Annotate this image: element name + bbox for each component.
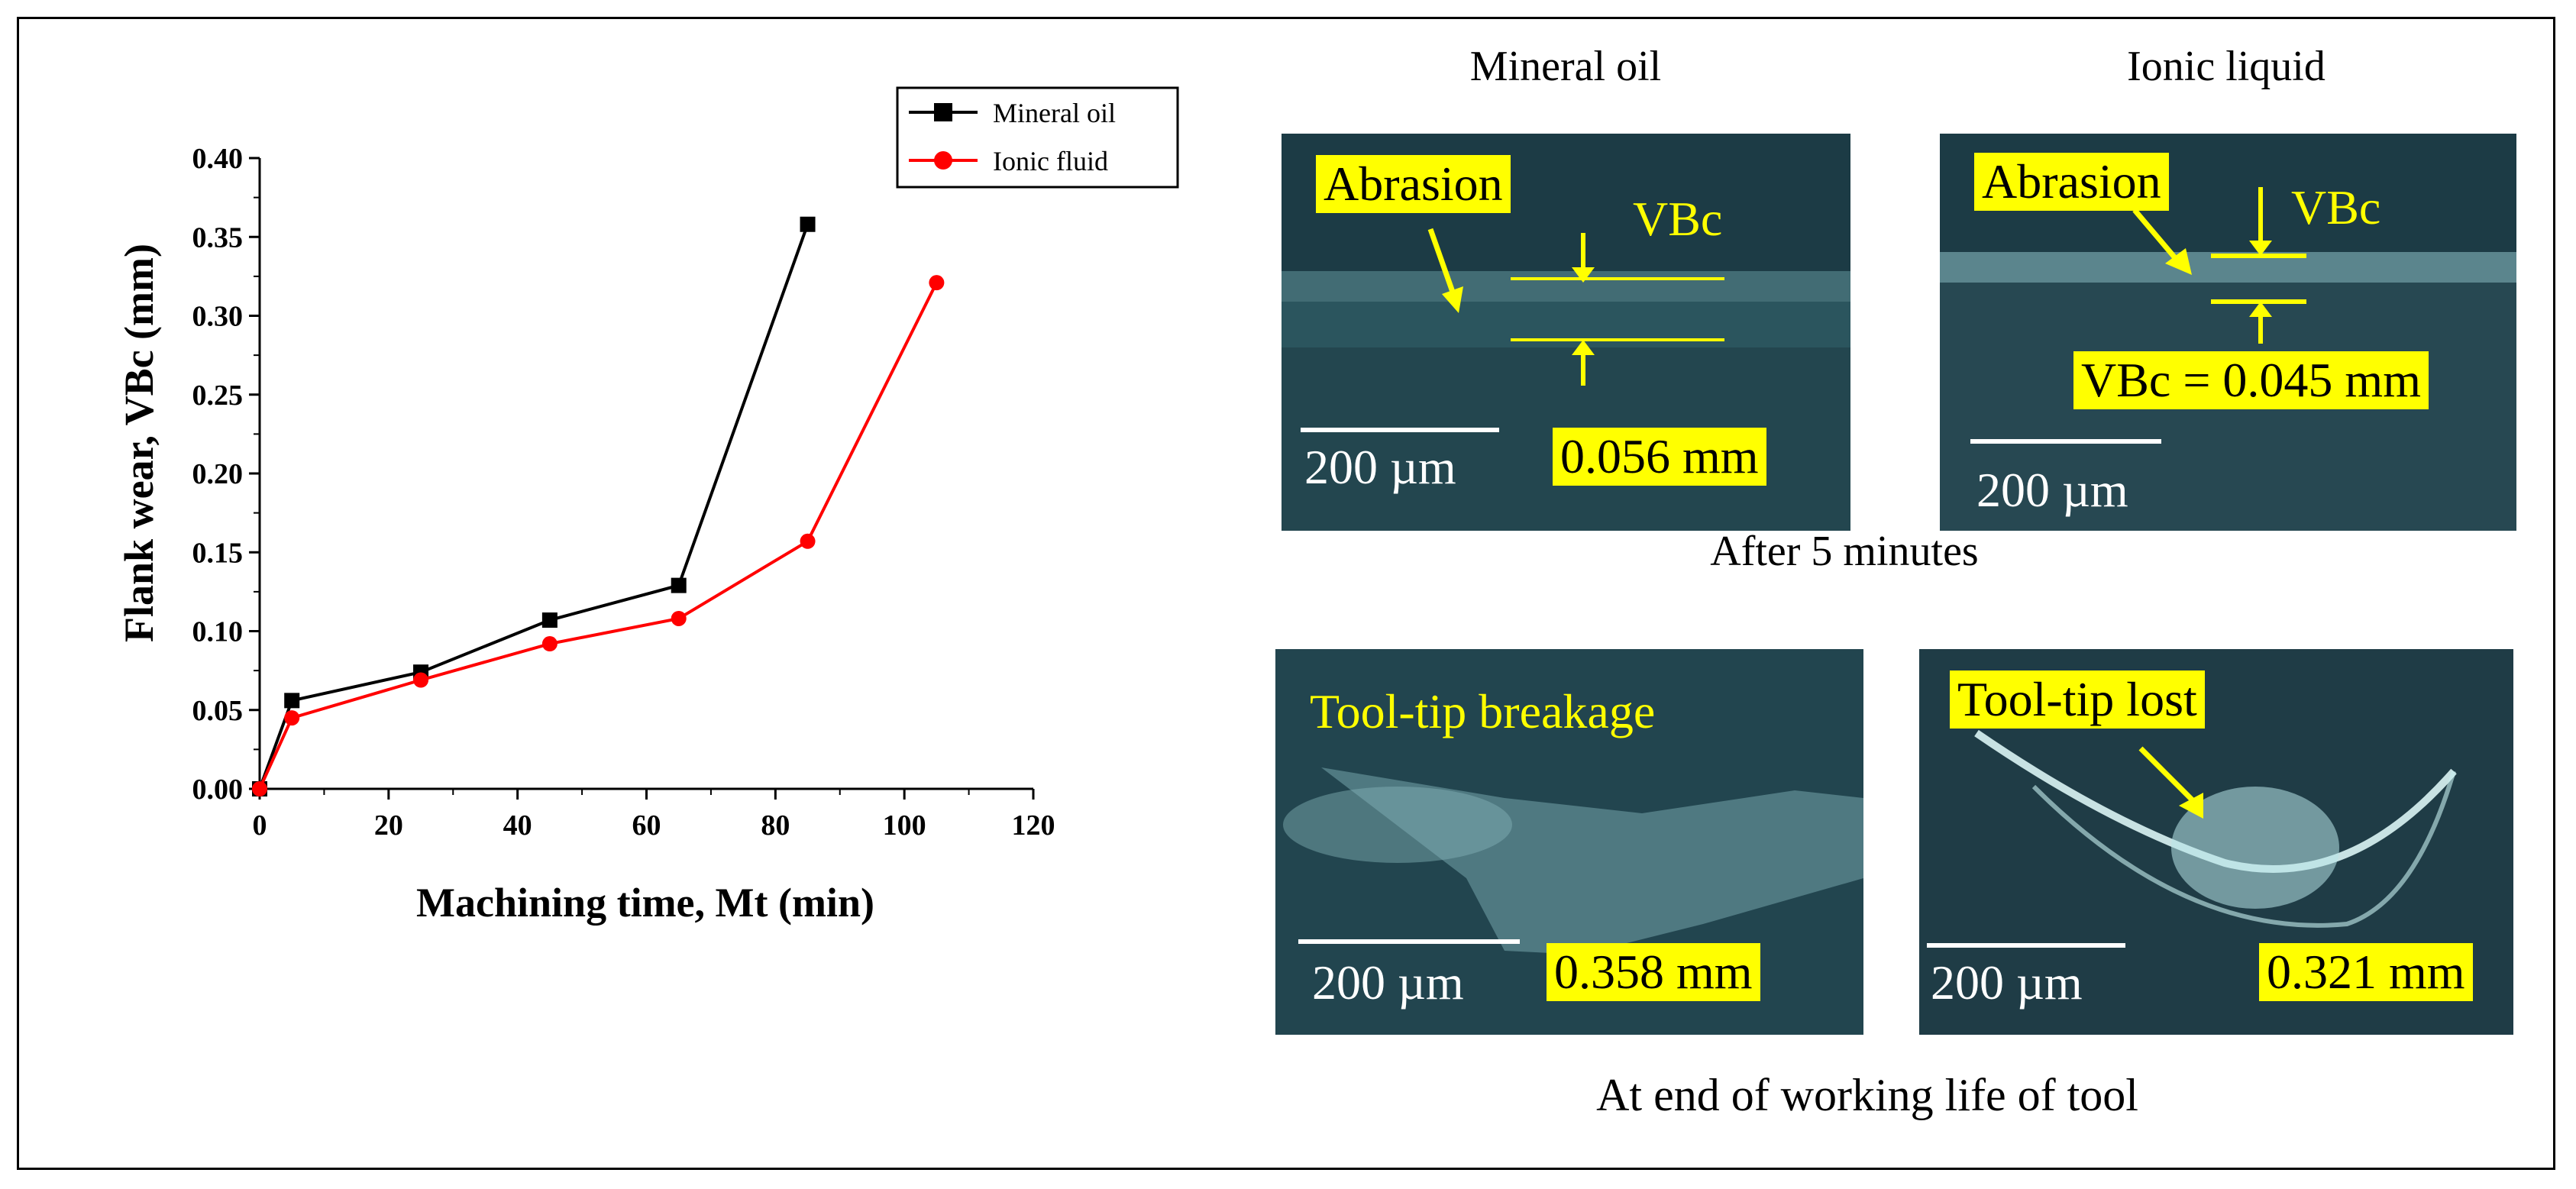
x-tick-label: 60 — [632, 809, 661, 842]
figure-frame — [17, 17, 2555, 1170]
legend-label-ionic-fluid: Ionic fluid — [993, 146, 1108, 176]
data-point-mineral-oil — [541, 612, 558, 628]
data-point-ionic-fluid — [284, 710, 300, 726]
x-axis-title: Machining time, Mt (min) — [416, 880, 874, 926]
scale-label-top-right: 200 µm — [1976, 463, 2128, 517]
abrasion-label-top-right: Abrasion — [1974, 153, 2169, 211]
tip-lost-label: Tool-tip lost — [1950, 670, 2205, 729]
chart-ticks: 0 20 40 60 80 100 120 0.00 0.05 0.10 0.15 0.20 0.25 0… — [192, 143, 1055, 842]
legend-marker-mineral-oil — [934, 103, 952, 121]
x-tick-label: 80 — [761, 809, 790, 842]
col-title-ionic-liquid: Ionic liquid — [2127, 43, 2326, 90]
data-point-ionic-fluid — [929, 275, 945, 291]
y-tick-label: 0.25 — [192, 380, 244, 412]
data-point-mineral-oil — [800, 216, 816, 232]
measurement-top-right: VBc = 0.045 mm — [2073, 351, 2429, 409]
y-tick-label: 0.15 — [192, 537, 244, 569]
micrograph-bottom-left: Tool-tip breakage 200 µm 0.358 mm — [1275, 649, 1863, 1035]
data-point-mineral-oil — [671, 577, 687, 593]
x-tick-label: 100 — [883, 809, 926, 842]
data-point-mineral-oil — [284, 693, 300, 709]
data-point-ionic-fluid — [413, 672, 429, 688]
scale-label-top-left: 200 µm — [1304, 440, 1456, 494]
legend-marker-ionic-fluid — [934, 151, 952, 170]
y-tick-label: 0.00 — [192, 774, 244, 806]
scale-bar-top-right — [1970, 439, 2161, 444]
scale-label-bottom-right: 200 µm — [1931, 955, 2083, 1010]
micrograph-texture — [1940, 134, 2516, 531]
y-tick-label: 0.10 — [192, 616, 244, 648]
x-tick-label: 20 — [374, 809, 403, 842]
legend: Mineral oil Ionic fluid — [896, 86, 1179, 189]
x-tick-label: 0 — [253, 809, 267, 842]
x-tick-label: 40 — [503, 809, 532, 842]
caption-end-of-life: At end of working life of tool — [1596, 1070, 2138, 1120]
series-line-ionic-fluid — [258, 282, 939, 790]
measurement-bottom-right: 0.321 mm — [2259, 943, 2473, 1001]
data-point-ionic-fluid — [541, 636, 558, 652]
micrograph-bottom-right: Tool-tip lost 200 µm 0.321 mm — [1919, 649, 2513, 1035]
scale-bar-bottom-right — [1927, 943, 2125, 948]
y-tick-label: 0.05 — [192, 695, 244, 727]
breakage-label: Tool-tip breakage — [1310, 684, 1656, 738]
data-point-ionic-fluid — [671, 610, 687, 626]
micrograph-top-left: Abrasion VBc 200 µm 0.056 mm — [1282, 134, 1850, 531]
data-point-ionic-fluid — [252, 781, 267, 796]
y-tick-label: 0.30 — [192, 301, 244, 333]
vbc-label-top-left: VBc — [1633, 192, 1723, 246]
scale-bar-bottom-left — [1298, 939, 1520, 944]
scale-label-bottom-left: 200 µm — [1312, 955, 1464, 1010]
chart-series — [252, 216, 945, 796]
y-axis-title: Flank wear, VBc (mm) — [116, 244, 162, 642]
y-tick-label: 0.35 — [192, 221, 244, 254]
wear-chart: 0 20 40 60 80 100 120 0.00 0.05 0.10 0.15 0.20 0.25 0… — [116, 86, 1179, 926]
vbc-label-top-right: VBc — [2291, 180, 2381, 234]
abrasion-label-top-left: Abrasion — [1316, 155, 1511, 213]
measurement-bottom-left: 0.358 mm — [1547, 943, 1760, 1001]
col-title-mineral-oil: Mineral oil — [1469, 43, 1662, 90]
scale-bar-top-left — [1301, 428, 1499, 432]
legend-label-mineral-oil: Mineral oil — [993, 98, 1116, 128]
y-tick-label: 0.40 — [192, 143, 244, 175]
data-point-ionic-fluid — [800, 533, 816, 549]
micrograph-top-right: Abrasion VBc VBc = 0.045 mm 200 µm — [1940, 134, 2516, 531]
caption-after-5-minutes: After 5 minutes — [1710, 528, 1979, 575]
x-tick-label: 120 — [1012, 809, 1055, 842]
measurement-top-left: 0.056 mm — [1553, 428, 1766, 486]
y-tick-label: 0.20 — [192, 458, 244, 490]
